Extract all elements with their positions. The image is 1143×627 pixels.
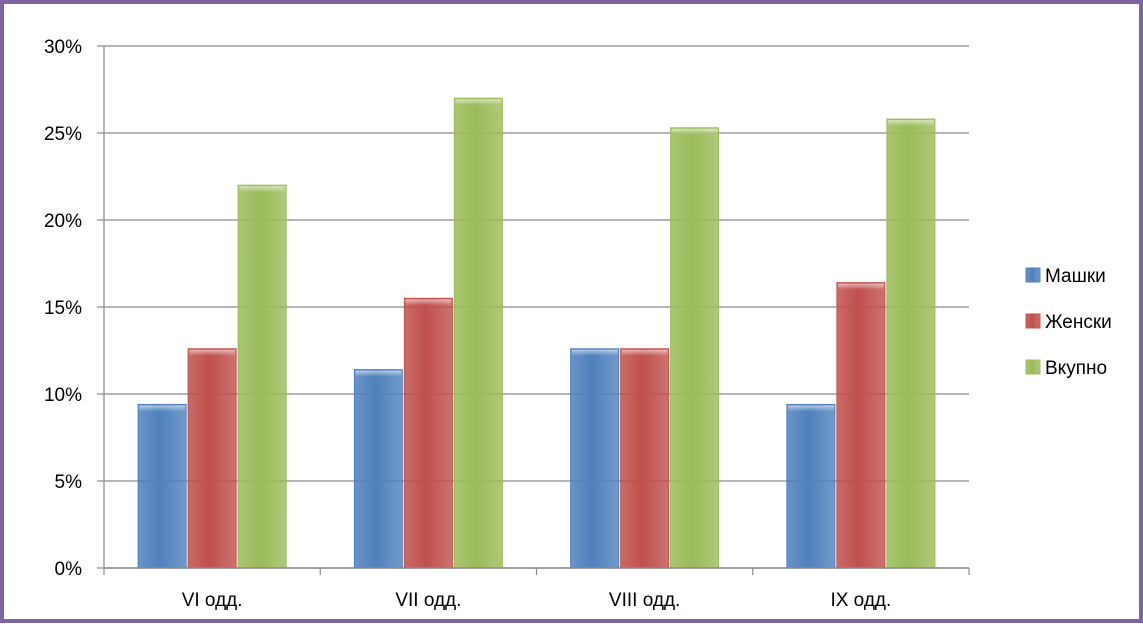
bars — [137, 97, 936, 569]
bar-вкупно-3 — [670, 127, 720, 569]
bar-highlight — [189, 349, 236, 356]
bar-highlight — [787, 405, 834, 412]
bar-машки-3 — [570, 348, 620, 569]
bar-highlight — [405, 299, 452, 306]
bar-chart: 0% 5% 10% 15% 20% 25% 30% VI одд. VII одд. VIII … — [44, 37, 1112, 611]
bar-женски-3 — [620, 348, 670, 569]
bar-машки-1 — [137, 403, 187, 569]
x-tick-label: IX одд. — [830, 590, 891, 611]
legend-label: Женски — [1045, 312, 1112, 333]
bar-вкупно-2 — [453, 97, 503, 569]
bar-highlight — [671, 128, 718, 135]
x-axis — [103, 567, 970, 575]
bar-highlight — [837, 283, 884, 290]
y-tick-label: 0% — [55, 559, 83, 580]
legend-swatch-машки — [1025, 267, 1041, 283]
x-axis-labels: VI одд. VII одд. VIII одд. IX одд. — [182, 590, 892, 611]
bar-машки-2 — [353, 369, 403, 569]
bar-женски-2 — [403, 297, 453, 569]
bar-highlight — [887, 120, 934, 127]
legend-label: Вкупно — [1045, 358, 1107, 379]
y-tick-label: 30% — [44, 37, 82, 58]
bar-highlight — [571, 349, 618, 356]
bar-женски-4 — [836, 282, 886, 569]
bar-highlight — [621, 349, 668, 356]
legend-swatch-женски — [1025, 313, 1041, 329]
legend: Машки Женски Вкупно — [1025, 266, 1112, 379]
y-tick-label: 5% — [55, 472, 83, 493]
bar-женски-1 — [187, 348, 237, 569]
bar-вкупно-1 — [237, 184, 287, 569]
bar-highlight — [139, 405, 186, 412]
legend-label: Машки — [1045, 266, 1106, 287]
legend-swatch-вкупно — [1025, 359, 1041, 375]
bar-highlight — [355, 370, 402, 377]
y-tick-label: 20% — [44, 211, 82, 232]
y-axis-ticks: 0% 5% 10% 15% 20% 25% 30% — [44, 37, 105, 580]
x-tick-label: VII одд. — [395, 590, 461, 611]
y-tick-label: 15% — [44, 298, 82, 319]
bar-highlight — [239, 186, 286, 193]
bar-highlight — [455, 99, 502, 106]
y-tick-label: 25% — [44, 124, 82, 145]
y-tick-label: 10% — [44, 385, 82, 406]
bar-машки-4 — [786, 403, 836, 569]
x-tick-label: VI одд. — [182, 590, 243, 611]
bar-вкупно-4 — [886, 118, 936, 569]
x-tick-label: VIII одд. — [609, 590, 680, 611]
